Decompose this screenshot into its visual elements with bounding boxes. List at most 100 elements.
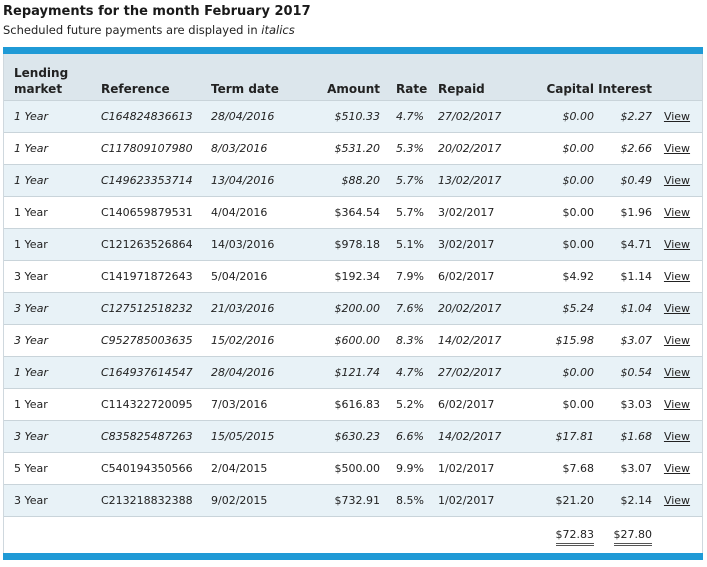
view-link[interactable]: View bbox=[663, 494, 691, 507]
cell-term-date: 15/05/2015 bbox=[211, 420, 303, 453]
cell-capital: $17.81 bbox=[518, 420, 594, 453]
cell-amount: $364.54 bbox=[303, 196, 380, 229]
cell-reference: C540194350566 bbox=[101, 452, 211, 485]
cell-term-date: 14/03/2016 bbox=[211, 228, 303, 261]
cell-capital: $15.98 bbox=[518, 324, 594, 357]
cell-rate: 4.7% bbox=[380, 100, 435, 133]
header-amount: Amount bbox=[303, 54, 380, 101]
cell-amount: $121.74 bbox=[303, 356, 380, 389]
cell-amount: $978.18 bbox=[303, 228, 380, 261]
cell-interest: $1.96 bbox=[594, 196, 652, 229]
cell-lending-market: 1 Year bbox=[4, 196, 101, 229]
header-reference: Reference bbox=[101, 54, 211, 101]
cell-amount: $630.23 bbox=[303, 420, 380, 453]
table-row: 1 Year C164937614547 28/04/2016 $121.74 4.7%… bbox=[4, 356, 702, 389]
cell-lending-market: 3 Year bbox=[4, 260, 101, 293]
cell-rate: 4.7% bbox=[380, 356, 435, 389]
cell-rate: 5.3% bbox=[380, 132, 435, 165]
total-capital-cell: $72.83 bbox=[518, 516, 594, 557]
cell-reference: C164824836613 bbox=[101, 100, 211, 133]
cell-amount: $192.34 bbox=[303, 260, 380, 293]
cell-lending-market: 5 Year bbox=[4, 452, 101, 485]
cell-capital: $0.00 bbox=[518, 228, 594, 261]
cell-interest: $1.04 bbox=[594, 292, 652, 325]
cell-term-date: 7/03/2016 bbox=[211, 388, 303, 421]
table-frame bbox=[3, 54, 703, 553]
cell-term-date: 28/04/2016 bbox=[211, 356, 303, 389]
view-link[interactable]: View bbox=[663, 142, 691, 155]
header-capital: Capital bbox=[518, 54, 594, 101]
view-link[interactable]: View bbox=[663, 302, 691, 315]
cell-repaid: 14/02/2017 bbox=[435, 324, 518, 357]
view-link[interactable]: View bbox=[663, 462, 691, 475]
cell-lending-market: 1 Year bbox=[4, 228, 101, 261]
cell-action: View bbox=[652, 292, 702, 325]
cell-term-date: 5/04/2016 bbox=[211, 260, 303, 293]
cell-action: View bbox=[652, 100, 702, 133]
header-action bbox=[652, 54, 702, 101]
header-lending-market: Lending market bbox=[4, 54, 101, 101]
view-link[interactable]: View bbox=[663, 238, 691, 251]
table-row: 1 Year C149623353714 13/04/2016 $88.20 5.7% 1… bbox=[4, 164, 702, 197]
cell-rate: 8.3% bbox=[380, 324, 435, 357]
cell-action: View bbox=[652, 452, 702, 485]
cell-amount: $600.00 bbox=[303, 324, 380, 357]
cell-action: View bbox=[652, 260, 702, 293]
cell-rate: 5.7% bbox=[380, 196, 435, 229]
cell-reference: C127512518232 bbox=[101, 292, 211, 325]
totals-row: $72.83 $27.80 bbox=[4, 516, 702, 557]
cell-lending-market: 1 Year bbox=[4, 388, 101, 421]
table-row: 1 Year C117809107980 8/03/2016 $531.20 5.3% 2… bbox=[4, 132, 702, 165]
view-link[interactable]: View bbox=[663, 174, 691, 187]
header-rate: Rate bbox=[380, 54, 435, 101]
cell-capital: $7.68 bbox=[518, 452, 594, 485]
view-link[interactable]: View bbox=[663, 110, 691, 123]
cell-capital: $0.00 bbox=[518, 388, 594, 421]
cell-lending-market: 1 Year bbox=[4, 132, 101, 165]
view-link[interactable]: View bbox=[663, 398, 691, 411]
header-repaid: Repaid bbox=[435, 54, 518, 101]
cell-repaid: 20/02/2017 bbox=[435, 132, 518, 165]
cell-action: View bbox=[652, 196, 702, 229]
cell-rate: 5.2% bbox=[380, 388, 435, 421]
view-link[interactable]: View bbox=[663, 366, 691, 379]
cell-reference: C141971872643 bbox=[101, 260, 211, 293]
cell-capital: $5.24 bbox=[518, 292, 594, 325]
cell-repaid: 6/02/2017 bbox=[435, 388, 518, 421]
cell-reference: C140659879531 bbox=[101, 196, 211, 229]
cell-capital: $4.92 bbox=[518, 260, 594, 293]
cell-rate: 6.6% bbox=[380, 420, 435, 453]
cell-amount: $531.20 bbox=[303, 132, 380, 165]
cell-repaid: 13/02/2017 bbox=[435, 164, 518, 197]
cell-repaid: 1/02/2017 bbox=[435, 452, 518, 485]
table-row: 3 Year C127512518232 21/03/2016 $200.00 7.6%… bbox=[4, 292, 702, 325]
cell-repaid: 27/02/2017 bbox=[435, 100, 518, 133]
view-link[interactable]: View bbox=[663, 270, 691, 283]
cell-rate: 9.9% bbox=[380, 452, 435, 485]
cell-interest: $0.49 bbox=[594, 164, 652, 197]
view-link[interactable]: View bbox=[663, 334, 691, 347]
cell-amount: $616.83 bbox=[303, 388, 380, 421]
cell-rate: 8.5% bbox=[380, 484, 435, 517]
cell-capital: $0.00 bbox=[518, 100, 594, 133]
cell-lending-market: 3 Year bbox=[4, 420, 101, 453]
cell-rate: 7.9% bbox=[380, 260, 435, 293]
cell-term-date: 9/02/2015 bbox=[211, 484, 303, 517]
table-row: 1 Year C140659879531 4/04/2016 $364.54 5.7% 3… bbox=[4, 196, 702, 229]
cell-action: View bbox=[652, 388, 702, 421]
cell-interest: $1.14 bbox=[594, 260, 652, 293]
cell-rate: 5.7% bbox=[380, 164, 435, 197]
total-capital: $72.83 bbox=[555, 528, 594, 546]
view-link[interactable]: View bbox=[663, 206, 691, 219]
cell-capital: $0.00 bbox=[518, 196, 594, 229]
table-row: 5 Year C540194350566 2/04/2015 $500.00 9.9% 1… bbox=[4, 452, 702, 485]
cell-reference: C164937614547 bbox=[101, 356, 211, 389]
table-row: 1 Year C121263526864 14/03/2016 $978.18 5.1%… bbox=[4, 228, 702, 261]
view-link[interactable]: View bbox=[663, 430, 691, 443]
cell-interest: $0.54 bbox=[594, 356, 652, 389]
cell-action: View bbox=[652, 356, 702, 389]
cell-interest: $3.07 bbox=[594, 324, 652, 357]
cell-lending-market: 3 Year bbox=[4, 484, 101, 517]
cell-repaid: 3/02/2017 bbox=[435, 196, 518, 229]
table-row: 1 Year C114322720095 7/03/2016 $616.83 5.2% 6… bbox=[4, 388, 702, 421]
